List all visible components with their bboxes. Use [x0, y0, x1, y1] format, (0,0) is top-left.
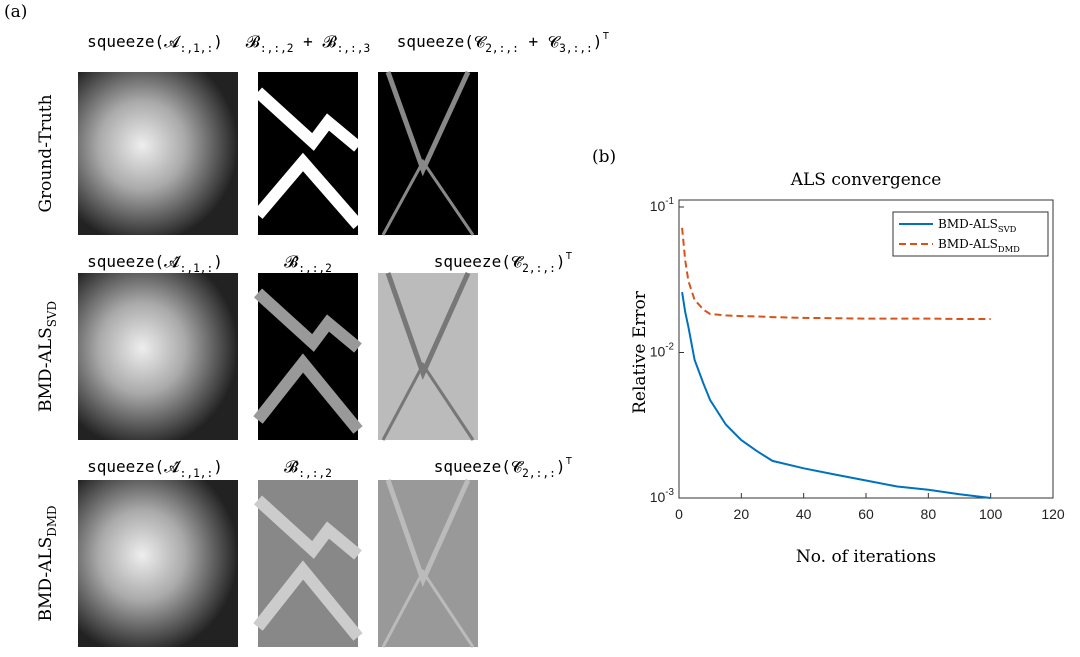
image-pattern	[381, 361, 475, 441]
data-line	[681, 291, 991, 499]
image-pattern	[253, 152, 363, 229]
column-header: squeeze(𝓐̂:,1,:)	[87, 252, 223, 275]
image	[78, 273, 238, 440]
image-pattern	[253, 288, 362, 353]
x-tick-label: 100	[979, 506, 1003, 522]
data-line	[681, 227, 991, 320]
column-header: squeeze(𝓐:,1,:)	[87, 32, 223, 55]
image-pattern	[253, 87, 362, 152]
panel-label: (b)	[592, 147, 616, 167]
legend	[892, 211, 1049, 257]
panel-label: (a)	[4, 2, 27, 22]
y-tick-label: 10-3	[650, 487, 675, 505]
row-label: BMD-ALSSVD	[36, 301, 60, 412]
image-pattern	[381, 158, 475, 236]
legend-entry: BMD-ALSSVD	[938, 217, 1017, 234]
image-grid	[78, 70, 478, 648]
x-tick-label: 20	[734, 506, 750, 522]
row-label: BMD-ALSDMD	[36, 505, 60, 621]
chart-title: ALS convergence	[790, 170, 942, 190]
y-tick-label: 10-2	[650, 342, 674, 360]
column-header: squeeze(𝓐̂:,1,:)	[87, 457, 223, 480]
image-pattern	[385, 271, 471, 380]
x-tick-label: 60	[858, 506, 874, 522]
image-pattern	[253, 495, 362, 560]
y-axis-label: Relative Error	[630, 290, 650, 414]
image-pattern	[253, 353, 363, 434]
column-header: squeeze(𝓒̂2,:,:)⊤	[434, 249, 573, 275]
image-pattern	[253, 560, 363, 641]
image-pattern	[385, 70, 471, 177]
x-axis-label: No. of iterations	[796, 547, 936, 567]
image	[78, 72, 238, 235]
image-pattern	[381, 568, 475, 648]
x-tick-label: 80	[921, 506, 937, 522]
y-tick-label: 10-1	[650, 196, 674, 214]
column-header: squeeze(𝓒̂2,:,:)⊤	[434, 454, 573, 480]
legend-entry: BMD-ALSDMD	[938, 237, 1020, 254]
column-header: squeeze(𝓒2,:,: + 𝓒3,:,:)⊤	[397, 29, 610, 55]
x-tick-label: 120	[1041, 506, 1065, 522]
x-tick-label: 0	[675, 506, 683, 522]
image-pattern	[385, 478, 471, 587]
column-header: 𝓑:,:,2 + 𝓑:,:,3	[246, 32, 371, 55]
column-header: 𝓑̂:,:,2	[284, 252, 332, 275]
x-tick-label: 40	[796, 506, 812, 522]
row-label: Ground-Truth	[36, 94, 56, 212]
column-header: 𝓑̂:,:,2	[284, 457, 332, 480]
image	[78, 480, 238, 647]
